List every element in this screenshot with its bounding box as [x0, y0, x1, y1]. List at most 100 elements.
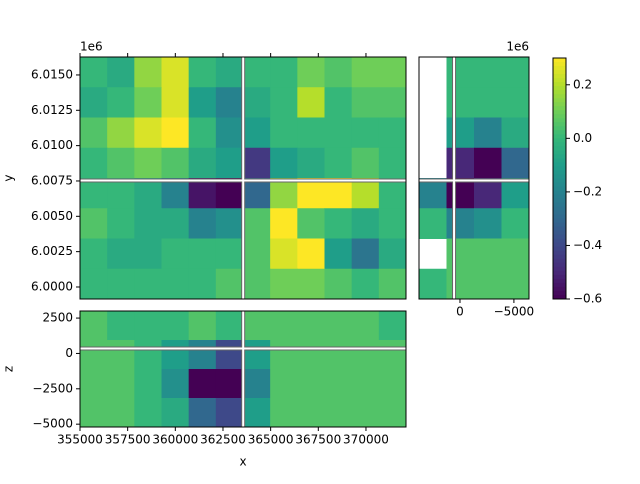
colorbar-segment: [553, 110, 566, 115]
heatmap-cell: [351, 398, 380, 428]
heatmap-cell: [501, 117, 530, 149]
colorbar-segment: [553, 74, 566, 79]
x-tick-label: −5000: [494, 305, 535, 319]
colorbar-segment: [553, 138, 566, 143]
heatmap-cell: [215, 268, 244, 300]
heatmap-cell: [107, 208, 135, 239]
heatmap-cell: [161, 208, 190, 239]
heatmap-cell: [215, 369, 244, 399]
colorbar-segment: [553, 222, 566, 228]
heatmap-cell: [107, 147, 135, 179]
x-tick-label: 355000: [57, 433, 103, 447]
y-tick-label: 2500: [42, 311, 73, 325]
heatmap-cell: [474, 147, 502, 179]
colorbar-tick-label: 0.2: [573, 77, 592, 91]
heatmap-cell: [188, 268, 217, 300]
x-axis-label: x: [239, 455, 246, 469]
heatmap-cell: [188, 57, 217, 88]
heatmap-cell: [188, 147, 217, 179]
y-tick-label: −5000: [32, 417, 73, 431]
heatmap-cell: [134, 117, 162, 149]
heatmap-cell: [378, 57, 407, 88]
colorbar-segment: [553, 94, 566, 99]
axes-frame: [418, 56, 530, 300]
heatmap-cell: [378, 208, 407, 239]
heatmap-cell: [351, 117, 380, 149]
colorbar-segment: [553, 154, 566, 159]
colorbar-segment: [553, 126, 566, 131]
heatmap-cell: [243, 57, 271, 88]
heatmap-cell: [297, 178, 325, 209]
heatmap-cell: [107, 268, 135, 300]
heatmap-cell: [446, 147, 475, 179]
heatmap-cell: [215, 238, 244, 270]
heatmap-cell: [270, 117, 298, 149]
heatmap-cell: [161, 57, 190, 88]
colorbar-frame: [552, 57, 567, 300]
heatmap-cell: [107, 340, 135, 370]
x-tick-label: 367500: [295, 433, 341, 447]
heatmap-cell: [134, 398, 162, 428]
x-tick-label: 362500: [200, 433, 246, 447]
colorbar-tick-label: −0.2: [573, 184, 602, 198]
x-tick-label: 357500: [105, 433, 151, 447]
heatmap-cell: [378, 178, 407, 209]
heatmap-cell: [419, 268, 447, 300]
colorbar-segment: [553, 234, 566, 240]
heatmap-cell: [134, 340, 162, 370]
heatmap-cell: [188, 340, 217, 370]
heatmap-cell: [501, 87, 530, 118]
heatmap-cell: [161, 398, 190, 428]
heatmap-cell: [215, 178, 244, 209]
heatmap-cell: [188, 178, 217, 209]
colorbar-segment: [553, 62, 566, 67]
colorbar-segment: [553, 78, 566, 83]
heatmap-cell: [474, 178, 502, 209]
colorbar-segment: [553, 90, 566, 95]
colorbar-tick-label: 0.0: [573, 131, 592, 145]
colorbar-segment: [553, 130, 566, 135]
heatmap-cell: [215, 208, 244, 239]
heatmap-cell: [161, 147, 190, 179]
heatmap-cell: [107, 369, 135, 399]
colorbar-segment: [553, 218, 566, 224]
y-tick-label: 6.0100: [31, 138, 73, 152]
heatmap-cell: [324, 208, 353, 239]
heatmap-cell: [80, 398, 108, 428]
colorbar-segment: [553, 274, 566, 280]
colorbar-segment: [553, 178, 566, 184]
heatmap-cell: [243, 268, 271, 300]
colorbar-segment: [553, 86, 566, 91]
heatmap-cell: [378, 369, 407, 399]
heatmap-cell: [297, 369, 325, 399]
colorbar-segment: [553, 278, 566, 284]
axes-frame: [79, 56, 407, 300]
heatmap-cell: [297, 208, 325, 239]
colorbar-segment: [553, 182, 566, 188]
heatmap-cell: [80, 238, 108, 270]
heatmap-cell: [378, 268, 407, 300]
heatmap-cell: [161, 117, 190, 149]
heatmap-cell: [215, 147, 244, 179]
heatmap-cell: [474, 117, 502, 149]
heatmap-cell: [188, 398, 217, 428]
heatmap-cell: [501, 268, 530, 300]
heatmap-cell: [243, 398, 271, 428]
y-tick-label: 6.0150: [31, 67, 73, 81]
heatmap-cell: [161, 87, 190, 118]
heatmap-cell: [134, 268, 162, 300]
colorbar-segment: [553, 146, 566, 151]
colorbar-tick-label: −0.4: [573, 238, 602, 252]
heatmap-cell: [297, 117, 325, 149]
heatmap-cell: [270, 57, 298, 88]
colorbar-segment: [553, 266, 566, 272]
colorbar-segment: [553, 170, 566, 175]
heatmap-cell: [215, 311, 244, 341]
colorbar-segment: [553, 66, 566, 71]
heatmap-cell: [270, 340, 298, 370]
heatmap-cell: [351, 311, 380, 341]
heatmap-cell: [378, 147, 407, 179]
heatmap-cell: [324, 311, 353, 341]
colorbar-segment: [553, 58, 566, 63]
